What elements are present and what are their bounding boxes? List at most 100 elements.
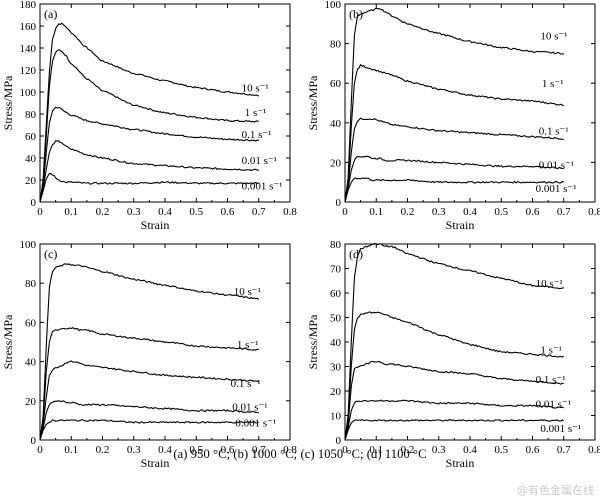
x-tick-label: 0.1 [64,444,78,456]
x-tick-label: 0.5 [494,206,508,218]
y-tick-label: 0 [31,197,37,209]
series-label: 0.001 s⁻¹ [540,423,581,435]
y-tick-label: 80 [330,239,342,251]
y-tick-label: 100 [325,0,342,11]
series-line-2 [39,360,260,441]
series-line-2 [39,106,260,203]
y-tick-label: 40 [330,118,342,130]
x-axis-label: Strain [446,456,475,470]
series-line-1 [39,327,259,441]
watermark-text: @有色金属在线 [517,484,594,497]
x-tick-label: 0.4 [158,444,172,456]
plot-frame [39,3,291,203]
y-tick-label: 100 [20,239,37,251]
figure-caption: (a) 950 °C; (b) 1000 °C; (c) 1050 °C; (d… [173,447,427,461]
x-tick-label: 0.7 [252,206,266,218]
series-label: 0.01 s⁻¹ [539,159,574,171]
y-tick-label: 0 [336,197,342,209]
y-tick-label: 20 [25,396,37,408]
x-tick-label: 0 [37,444,43,456]
y-axis-label: Stress/MPa [1,314,15,369]
series-label: 0.001 s⁻¹ [235,417,276,429]
panel-label: (c) [44,247,57,261]
panel-label: (a) [44,7,57,21]
series-line-4 [39,172,260,203]
series-line-1 [344,311,565,441]
y-axis-label: Stress/MPa [1,75,15,130]
y-axis-label: Stress/MPa [306,75,320,130]
series-line-3 [39,140,259,203]
x-tick-label: 0.3 [127,444,141,456]
chart-panel-1: 0 0.1 0.2 0.3 0.4 0.5 0.6 0.7 0.8 0 20 40 60 80 100 Str… [306,0,600,232]
x-tick-label: 0 [342,206,348,218]
series-label: 0.1 s⁻¹ [231,378,261,390]
series-line-0 [39,22,260,203]
y-tick-label: 10 [330,411,342,423]
plot-frame [344,243,596,441]
series-label: 0.001 s⁻¹ [536,183,577,195]
series-label: 0.01 s⁻¹ [232,402,267,414]
series-label: 0.1 s⁻¹ [539,126,569,138]
y-tick-label: 160 [20,21,37,33]
x-tick-label: 0.7 [252,444,266,456]
series-line-4 [344,419,565,441]
y-tick-label: 80 [25,109,37,121]
y-tick-label: 60 [330,288,342,300]
y-tick-label: 40 [330,337,342,349]
x-tick-label: 0.7 [557,444,571,456]
y-tick-label: 60 [25,131,37,143]
y-tick-label: 140 [20,43,37,55]
x-tick-label: 0.6 [526,206,540,218]
series-label: 0.1 s⁻¹ [536,374,566,386]
x-tick-label: 0.1 [369,206,383,218]
x-tick-label: 0.2 [401,444,415,456]
series-line-3 [344,155,564,203]
x-tick-label: 0 [342,444,348,456]
series-line-0 [39,263,260,441]
series-label: 1 s⁻¹ [245,107,267,119]
series-line-0 [344,242,565,441]
x-tick-label: 0.3 [127,206,141,218]
x-tick-label: 0.6 [526,444,540,456]
x-tick-label: 0.5 [494,444,508,456]
series-line-3 [344,399,565,441]
x-tick-label: 0.8 [283,444,297,456]
series-label: 0.1 s⁻¹ [242,129,272,141]
series-line-3 [39,400,260,441]
x-tick-label: 0.6 [221,444,235,456]
y-tick-label: 40 [25,153,37,165]
x-tick-label: 0.2 [96,206,110,218]
series-label: 0.001 s⁻¹ [242,181,283,193]
x-tick-label: 0.1 [64,206,78,218]
y-tick-label: 60 [330,78,342,90]
x-tick-label: 0.1 [369,444,383,456]
series-line-1 [344,64,564,203]
y-tick-label: 20 [330,386,342,398]
series-label: 0.01 s⁻¹ [242,155,277,167]
x-axis-label: Strain [141,456,170,470]
y-tick-label: 50 [330,313,342,325]
series-line-2 [344,360,564,441]
series-label: 10 s⁻¹ [234,286,261,298]
x-tick-label: 0.4 [158,206,172,218]
series-line-2 [344,117,564,203]
y-tick-label: 120 [20,65,37,77]
y-tick-label: 80 [25,278,37,290]
x-tick-label: 0.4 [463,206,477,218]
series-label: 1 s⁻¹ [540,344,562,356]
series-label: 10 s⁻¹ [540,31,567,43]
chart-panel-0: 0 0.1 0.2 0.3 0.4 0.5 0.6 0.7 0.8 0 20 40 60 80 100 120… [1,0,297,232]
series-label: 1 s⁻¹ [542,78,564,90]
y-tick-label: 30 [330,362,342,374]
series-label: 1 s⁻¹ [237,339,259,351]
x-tick-label: 0.3 [432,206,446,218]
y-tick-label: 0 [336,435,342,447]
x-tick-label: 0.8 [588,206,600,218]
y-tick-label: 20 [330,157,342,169]
x-tick-label: 0.5 [189,444,203,456]
series-line-1 [39,49,260,203]
chart-panel-3: 0 0.1 0.2 0.3 0.4 0.5 0.6 0.7 0.8 0 10 20 30 40 50 60 70… [306,239,600,470]
y-tick-label: 80 [330,39,342,51]
x-tick-label: 0 [37,206,43,218]
